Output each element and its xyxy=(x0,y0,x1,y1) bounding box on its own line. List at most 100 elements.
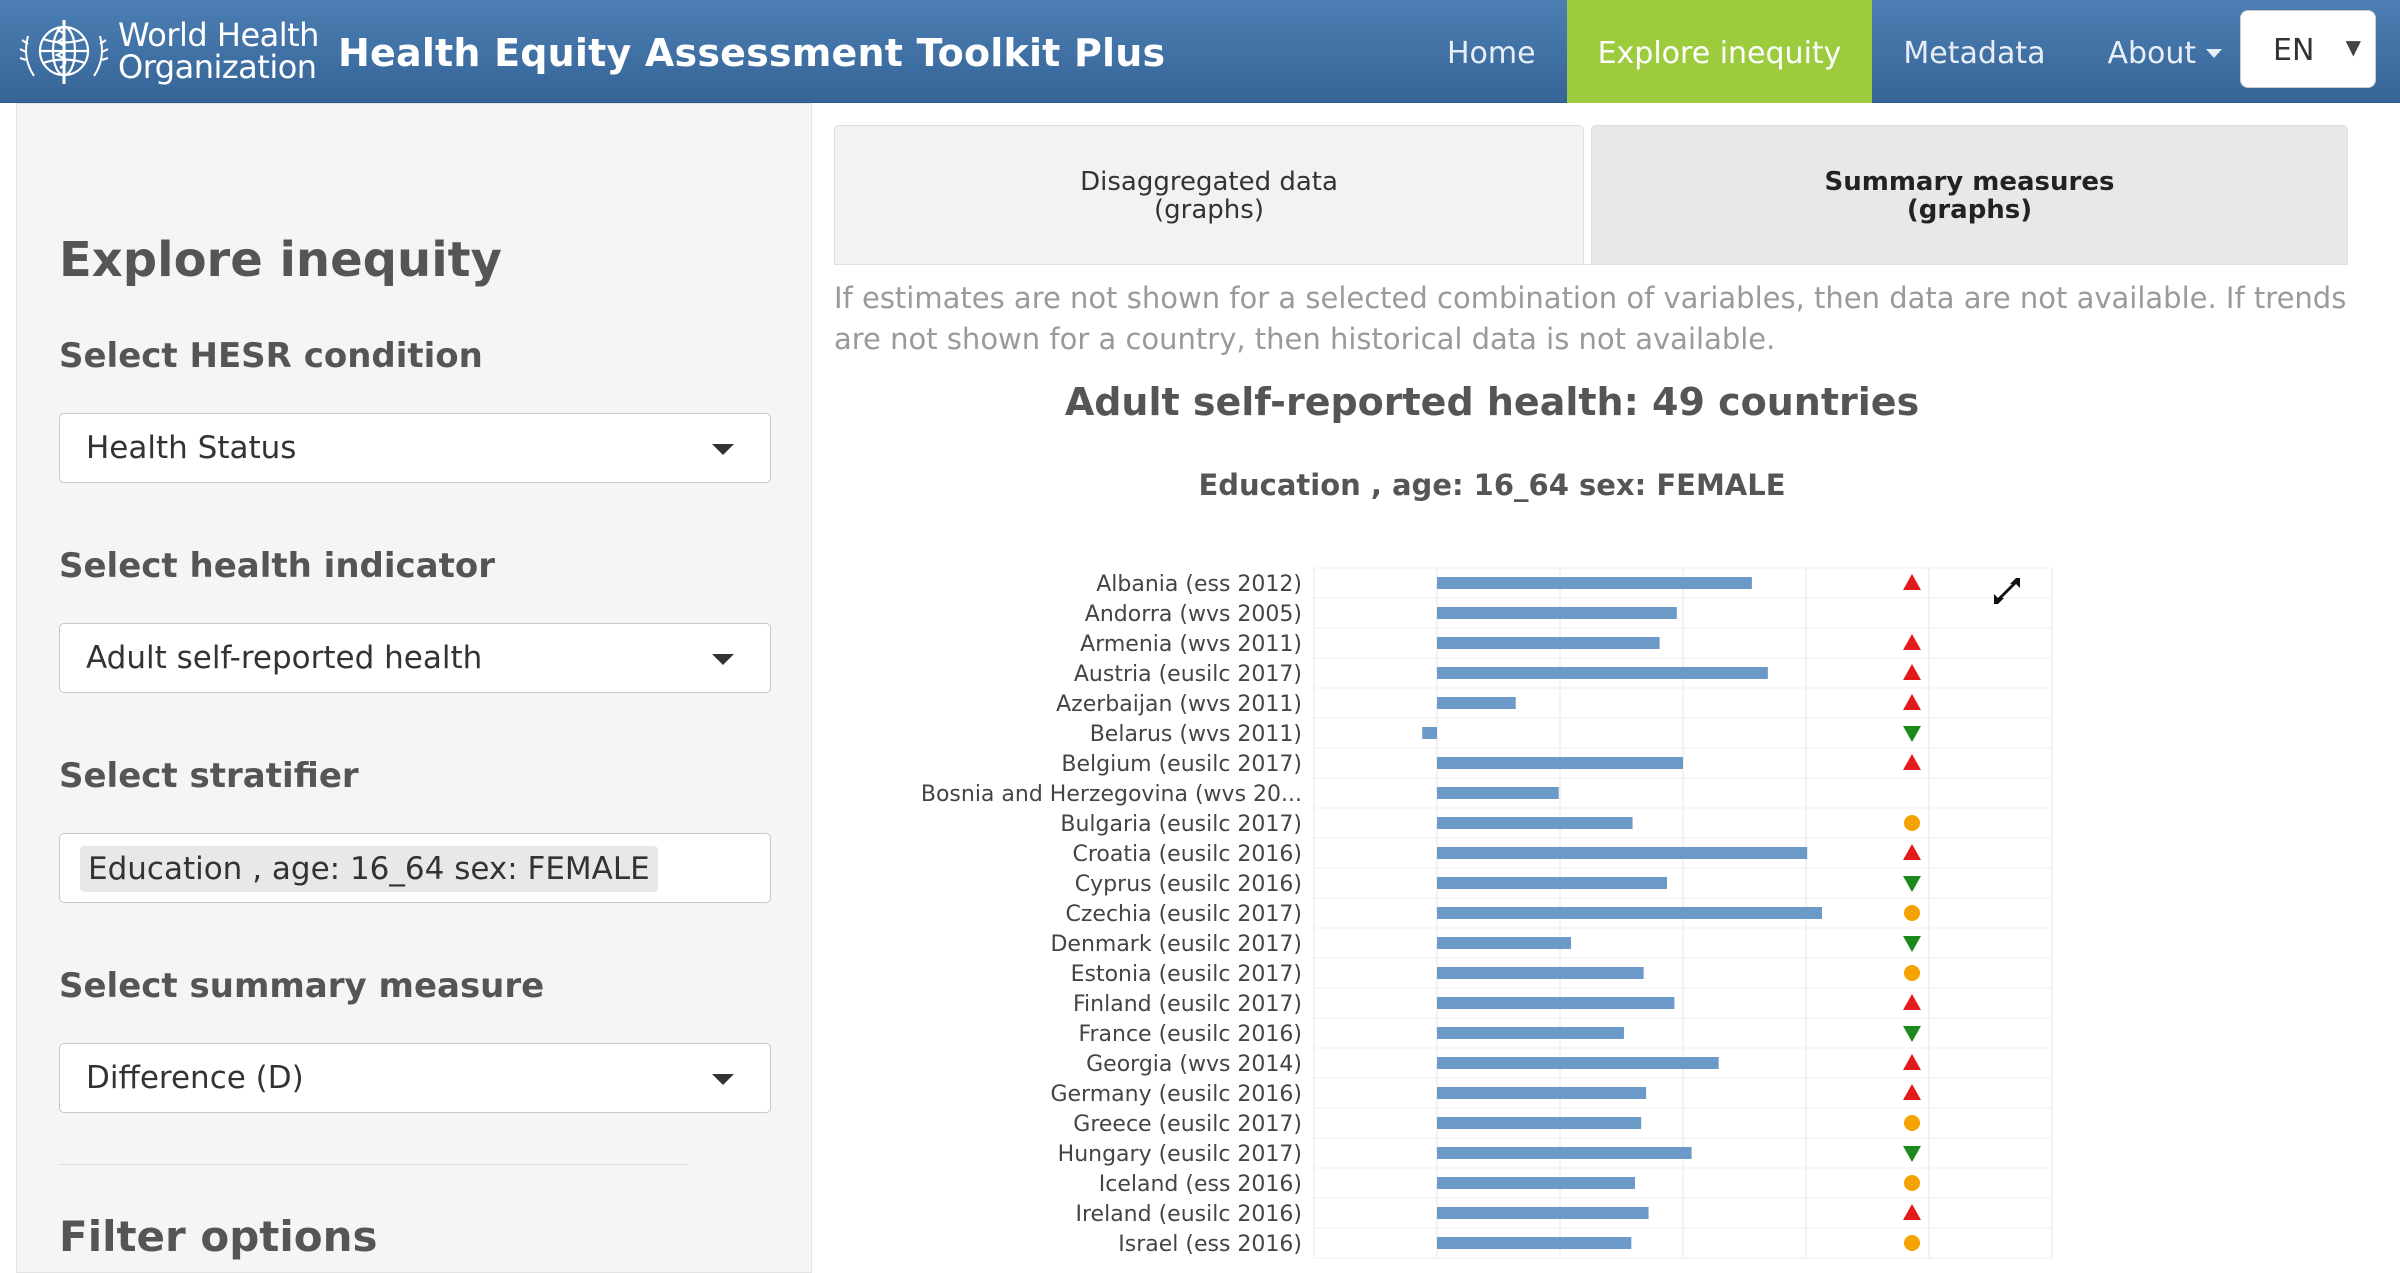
trend-up-icon xyxy=(1903,664,1921,680)
country-label: Cyprus (eusilc 2016) xyxy=(1075,872,1302,897)
who-logo[interactable]: World Health Organization xyxy=(16,8,319,94)
country-label: Germany (eusilc 2016) xyxy=(1050,1082,1302,1107)
trend-up-icon xyxy=(1903,994,1921,1010)
availability-notice: If estimates are not shown for a selecte… xyxy=(834,281,2347,356)
indicator-select[interactable]: Adult self-reported health xyxy=(59,623,771,693)
bar xyxy=(1437,907,1822,919)
bar xyxy=(1437,1057,1719,1069)
trend-neutral-icon xyxy=(1904,815,1920,831)
nav-explore-inequity[interactable]: Explore inequity xyxy=(1566,0,1873,103)
tab-disaggregated-data[interactable]: Disaggregated data (graphs) xyxy=(834,125,1584,265)
country-label: Austria (eusilc 2017) xyxy=(1074,662,1302,687)
country-label: Israel (ess 2016) xyxy=(1118,1232,1302,1257)
country-label: Bulgaria (eusilc 2017) xyxy=(1060,812,1302,837)
bar xyxy=(1437,577,1752,589)
language-value: EN xyxy=(2273,33,2315,68)
country-label: Belgium (eusilc 2017) xyxy=(1061,752,1302,777)
chevron-down-icon xyxy=(712,444,734,455)
chart-subtitle: Education , age: 16_64 sex: FEMALE xyxy=(1198,468,1786,502)
measure-value: Difference (D) xyxy=(86,1060,304,1096)
tab-disaggregated-line2: (graphs) xyxy=(1154,195,1264,225)
bar xyxy=(1437,607,1677,619)
sidebar-heading: Explore inequity xyxy=(59,232,502,288)
hesr-value: Health Status xyxy=(86,430,297,466)
country-label: Estonia (eusilc 2017) xyxy=(1071,962,1302,987)
top-navbar: World Health Organization Health Equity … xyxy=(0,0,2400,103)
country-label: Bosnia and Herzegovina (wvs 20... xyxy=(921,782,1302,807)
stratifier-label: Select stratifier xyxy=(59,756,359,796)
nav-about-label: About xyxy=(2107,36,2197,71)
trend-down-icon xyxy=(1903,876,1921,892)
trend-up-icon xyxy=(1903,1084,1921,1100)
bar xyxy=(1437,757,1683,769)
bar xyxy=(1437,1147,1692,1159)
stratifier-select[interactable]: Education , age: 16_64 sex: FEMALE xyxy=(59,833,771,903)
bar xyxy=(1437,1087,1647,1099)
who-wordmark: World Health Organization xyxy=(118,19,319,83)
bar xyxy=(1437,697,1516,709)
nav-about[interactable]: About xyxy=(2076,0,2253,103)
bar xyxy=(1437,1177,1636,1189)
bar xyxy=(1437,997,1675,1009)
indicator-label: Select health indicator xyxy=(59,546,495,586)
chart-svg: Albania (ess 2012) Andorra (wvs 2005) Arme… xyxy=(921,567,2053,1259)
sidebar-panel: Explore inequity Select HESR condition H… xyxy=(16,103,812,1273)
trend-neutral-icon xyxy=(1904,905,1920,921)
view-tabs: Disaggregated data (graphs) Summary meas… xyxy=(834,125,2348,265)
tab-summary-line1: Summary measures xyxy=(1824,167,2115,197)
filter-options-heading: Filter options xyxy=(59,1212,378,1261)
chart-title: Adult self-reported health: 49 countries xyxy=(1064,380,1920,424)
tab-summary-measures[interactable]: Summary measures (graphs) xyxy=(1591,125,2348,265)
country-label: Belarus (wvs 2011) xyxy=(1090,722,1302,747)
country-label: Greece (eusilc 2017) xyxy=(1073,1112,1302,1137)
country-label: Georgia (wvs 2014) xyxy=(1086,1052,1302,1077)
trend-neutral-icon xyxy=(1904,1115,1920,1131)
country-label: Albania (ess 2012) xyxy=(1096,572,1302,597)
country-label: Croatia (eusilc 2016) xyxy=(1073,842,1303,867)
bar xyxy=(1422,727,1437,739)
who-emblem-icon xyxy=(19,20,109,84)
country-label: Azerbaijan (wvs 2011) xyxy=(1056,692,1302,717)
country-label: Hungary (eusilc 2017) xyxy=(1058,1142,1302,1167)
country-label: Czechia (eusilc 2017) xyxy=(1066,902,1302,927)
bar xyxy=(1437,847,1808,859)
hesr-label: Select HESR condition xyxy=(59,336,483,376)
nav-metadata[interactable]: Metadata xyxy=(1872,0,2076,103)
bar xyxy=(1437,1117,1642,1129)
bar xyxy=(1437,667,1768,679)
logo-line-1: World Health xyxy=(118,16,319,54)
hesr-select[interactable]: Health Status xyxy=(59,413,771,483)
dropdown-arrow-icon: ▼ xyxy=(2345,35,2361,59)
caret-down-icon xyxy=(2206,49,2223,58)
main-nav: Home Explore inequity Metadata About xyxy=(1416,0,2253,103)
bar xyxy=(1437,1027,1624,1039)
bar xyxy=(1437,967,1644,979)
country-label: Ireland (eusilc 2016) xyxy=(1076,1202,1303,1227)
stratifier-tag[interactable]: Education , age: 16_64 sex: FEMALE xyxy=(80,846,658,892)
bar xyxy=(1437,937,1572,949)
nav-home-label: Home xyxy=(1447,36,1536,71)
language-select[interactable]: EN ▼ xyxy=(2240,10,2376,88)
trend-up-icon xyxy=(1903,1204,1921,1220)
bar xyxy=(1437,1207,1649,1219)
nav-home[interactable]: Home xyxy=(1416,0,1567,103)
nav-explore-label: Explore inequity xyxy=(1597,36,1842,71)
trend-down-icon xyxy=(1903,1026,1921,1042)
trend-down-icon xyxy=(1903,726,1921,742)
expand-icon[interactable] xyxy=(1990,574,2024,608)
trend-up-icon xyxy=(1903,694,1921,710)
bar xyxy=(1437,1237,1632,1249)
country-label: Armenia (wvs 2011) xyxy=(1080,632,1302,657)
bar xyxy=(1437,877,1668,889)
trend-up-icon xyxy=(1903,574,1921,590)
trend-neutral-icon xyxy=(1904,965,1920,981)
country-label: Finland (eusilc 2017) xyxy=(1073,992,1302,1017)
bar xyxy=(1437,817,1633,829)
tab-underline xyxy=(834,264,2348,265)
sidebar-divider xyxy=(59,1164,689,1165)
tab-summary-line2: (graphs) xyxy=(1906,195,2033,225)
measure-label: Select summary measure xyxy=(59,966,545,1006)
trend-neutral-icon xyxy=(1904,1235,1920,1251)
country-label: France (eusilc 2016) xyxy=(1078,1022,1302,1047)
measure-select[interactable]: Difference (D) xyxy=(59,1043,771,1113)
